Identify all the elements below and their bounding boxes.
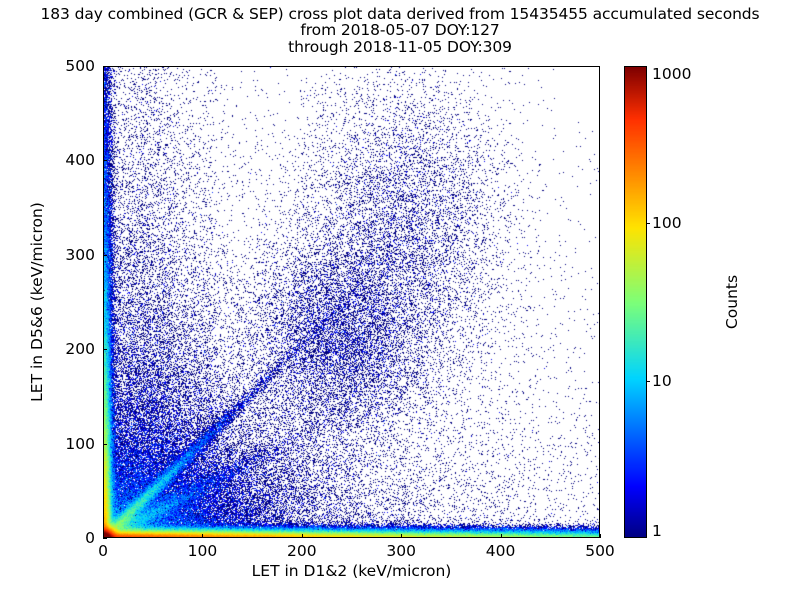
x-tick-mark xyxy=(600,534,601,538)
x-tick-label: 200 xyxy=(287,542,317,560)
colorbar xyxy=(624,66,647,538)
x-tick-label: 300 xyxy=(386,542,416,560)
y-tick-label: 100 xyxy=(65,434,95,453)
y-tick-label: 200 xyxy=(65,340,95,359)
title-line-1: 183 day combined (GCR & SEP) cross plot … xyxy=(40,5,760,23)
plot-title: 183 day combined (GCR & SEP) cross plot … xyxy=(0,6,800,55)
x-tick-label: 400 xyxy=(485,542,516,560)
heatmap-scatter-layer xyxy=(104,67,599,537)
y-tick-mark xyxy=(103,538,107,539)
y-tick-mark xyxy=(103,255,107,256)
colorbar-label: Counts xyxy=(723,274,741,330)
colorbar-tick-label: 1000 xyxy=(652,65,692,83)
x-tick-mark xyxy=(501,534,502,538)
colorbar-tick-mark xyxy=(646,381,650,382)
x-tick-mark xyxy=(302,534,303,538)
y-tick-mark xyxy=(103,349,107,350)
x-tick-mark xyxy=(401,534,402,538)
x-axis-label: LET in D1&2 (keV/micron) xyxy=(251,562,452,580)
y-axis-label: LET in D5&6 (keV/micron) xyxy=(28,202,46,402)
y-tick-mark xyxy=(103,444,107,445)
x-tick-label: 100 xyxy=(187,542,218,560)
x-tick-mark xyxy=(103,534,104,538)
y-tick-mark xyxy=(103,66,107,67)
plot-axes-area xyxy=(103,66,600,538)
title-line-2: from 2018-05-07 DOY:127 xyxy=(300,21,500,40)
y-tick-mark xyxy=(103,160,107,161)
x-tick-label: 500 xyxy=(585,542,615,560)
x-tick-mark xyxy=(202,534,203,538)
colorbar-tick-label: 1 xyxy=(652,522,662,540)
x-tick-label: 0 xyxy=(98,542,108,560)
y-tick-label: 0 xyxy=(85,529,95,547)
colorbar-tick-label: 10 xyxy=(652,371,672,390)
y-tick-label: 300 xyxy=(65,245,95,264)
colorbar-tick-label: 100 xyxy=(652,214,682,233)
y-tick-label: 400 xyxy=(65,151,95,170)
title-line-3: through 2018-11-05 DOY:309 xyxy=(288,37,512,56)
y-tick-label: 500 xyxy=(65,57,95,75)
colorbar-tick-mark xyxy=(646,223,650,224)
colorbar-gradient xyxy=(625,67,646,537)
